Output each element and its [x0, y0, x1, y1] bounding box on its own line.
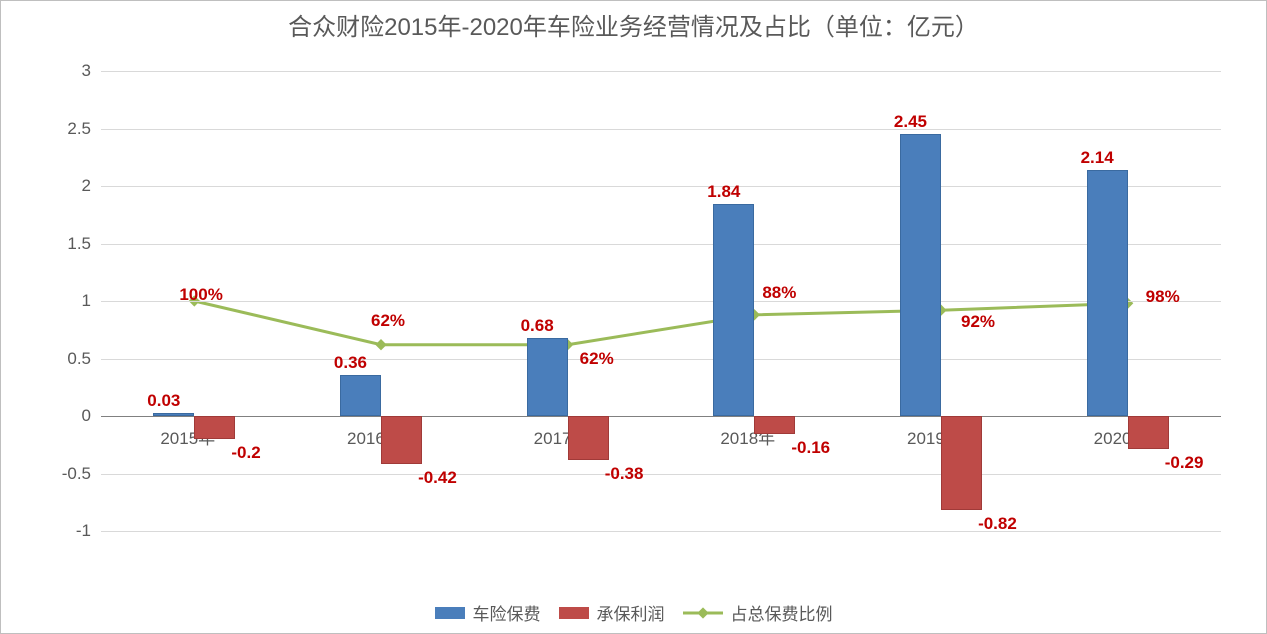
y-tick-label: 1	[11, 291, 91, 311]
gridline	[101, 416, 1221, 417]
bar-premium	[340, 375, 381, 416]
bar-profit	[194, 416, 235, 439]
y-tick-label: 0.5	[11, 349, 91, 369]
gridline	[101, 129, 1221, 130]
gridline	[101, 359, 1221, 360]
data-label-ratio: 92%	[961, 312, 995, 332]
bar-premium	[153, 413, 194, 416]
data-label-premium: 0.36	[334, 353, 367, 373]
data-label-premium: 0.68	[521, 316, 554, 336]
legend-swatch-profit	[559, 607, 589, 619]
gridline	[101, 301, 1221, 302]
data-label-profit: -0.82	[978, 514, 1017, 534]
y-tick-label: 2.5	[11, 119, 91, 139]
legend-item-premium: 车险保费	[435, 600, 541, 625]
bar-profit	[941, 416, 982, 510]
bar-premium	[900, 134, 941, 416]
y-tick-label: 2	[11, 176, 91, 196]
gridline	[101, 71, 1221, 72]
plot-area: 2015年0.03-0.22016年0.36-0.422017年0.68-0.3…	[101, 71, 1221, 531]
y-tick-label: -0.5	[11, 464, 91, 484]
y-tick-label: 3	[11, 61, 91, 81]
data-label-profit: -0.38	[605, 464, 644, 484]
data-label-ratio: 88%	[762, 283, 796, 303]
y-tick-label: 0	[11, 406, 91, 426]
data-label-premium: 2.14	[1081, 148, 1114, 168]
legend-label-premium: 车险保费	[473, 600, 541, 625]
gridline	[101, 531, 1221, 532]
legend-swatch-premium	[435, 607, 465, 619]
gridline	[101, 186, 1221, 187]
y-tick-label: -1	[11, 521, 91, 541]
data-label-ratio: 62%	[580, 349, 614, 369]
chart-container: 合众财险2015年-2020年车险业务经营情况及占比（单位：亿元） -1 -0.5…	[0, 0, 1267, 634]
legend-swatch-ratio	[683, 607, 723, 619]
chart-title: 合众财险2015年-2020年车险业务经营情况及占比（单位：亿元）	[1, 1, 1266, 42]
legend-item-ratio: 占总保费比例	[683, 600, 833, 625]
bar-premium	[1087, 170, 1128, 416]
bar-profit	[568, 416, 609, 460]
legend-item-profit: 承保利润	[559, 600, 665, 625]
data-label-profit: -0.29	[1165, 453, 1204, 473]
bar-profit	[381, 416, 422, 464]
data-label-profit: -0.2	[231, 443, 260, 463]
data-label-ratio: 100%	[179, 285, 222, 305]
data-label-premium: 2.45	[894, 112, 927, 132]
bar-premium	[527, 338, 568, 416]
legend: 车险保费 承保利润 占总保费比例	[1, 600, 1266, 625]
data-label-ratio: 98%	[1146, 287, 1180, 307]
data-label-profit: -0.42	[418, 468, 457, 488]
ratio-marker	[375, 339, 386, 350]
y-tick-label: 1.5	[11, 234, 91, 254]
data-label-profit: -0.16	[791, 438, 830, 458]
data-label-ratio: 62%	[371, 311, 405, 331]
gridline	[101, 474, 1221, 475]
bar-premium	[713, 204, 754, 416]
gridline	[101, 244, 1221, 245]
legend-label-ratio: 占总保费比例	[731, 600, 833, 625]
bar-profit	[754, 416, 795, 434]
data-label-premium: 1.84	[707, 182, 740, 202]
data-label-premium: 0.03	[147, 391, 180, 411]
legend-label-profit: 承保利润	[597, 600, 665, 625]
bar-profit	[1128, 416, 1169, 449]
